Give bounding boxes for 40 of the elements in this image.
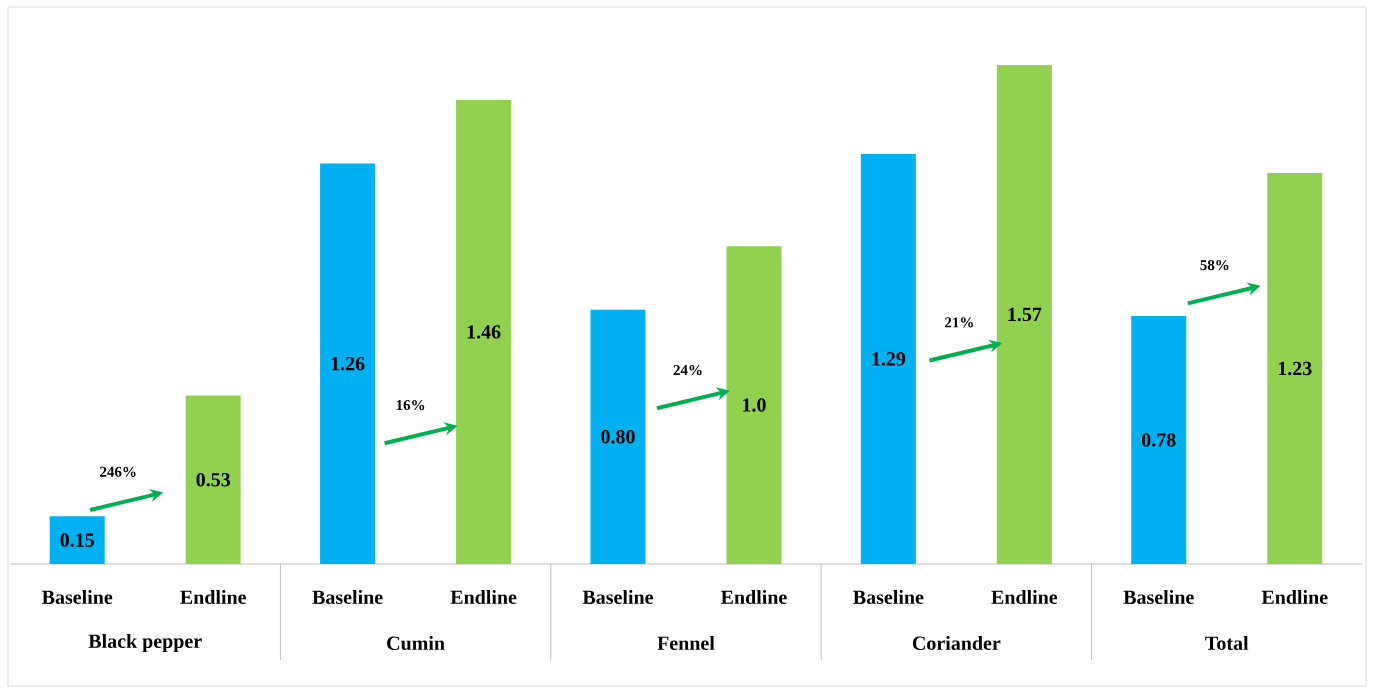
series-label: Baseline: [582, 589, 654, 605]
data-label: 0.80: [601, 430, 635, 444]
bar: [1267, 173, 1323, 564]
data-label: 1.29: [872, 352, 906, 366]
text: Baseline: [41, 589, 113, 605]
annotation: 21%: [945, 317, 973, 328]
bar: [590, 309, 646, 564]
data-label: 0.53: [196, 472, 231, 487]
annotation: 24%: [673, 365, 702, 376]
text: Baseline: [1123, 589, 1194, 605]
bar: [456, 99, 512, 564]
x-tick-label: Fennel: [657, 635, 715, 651]
text: Endline: [720, 589, 787, 605]
annotation: 246%: [100, 466, 136, 477]
bar: [320, 163, 376, 564]
data-label: 1.26: [331, 356, 365, 371]
x-tick-label: Total: [1205, 635, 1249, 651]
data-label: 1.57: [1008, 307, 1042, 322]
x-tick-label: Coriander: [912, 635, 1001, 651]
data-label: 1.46: [467, 325, 501, 339]
annotation: 16%: [396, 399, 425, 411]
x-tick-label: Black pepper: [88, 633, 202, 653]
text: Endline: [1261, 589, 1328, 605]
x-tick-label: Cumin: [387, 635, 445, 651]
bar: [726, 246, 782, 564]
data-label: 0.78: [1142, 433, 1176, 447]
data-label: 1.23: [1278, 361, 1312, 376]
bar: [185, 395, 241, 564]
bar: [49, 516, 105, 564]
data-label: 0.15: [60, 533, 94, 547]
bar: [996, 64, 1052, 564]
text: Baseline: [312, 589, 383, 605]
data-label: 1.0: [743, 398, 766, 412]
bar: [1131, 316, 1187, 564]
text: Baseline: [853, 589, 924, 605]
text: Endline: [450, 589, 517, 605]
series-label: Endline: [180, 589, 247, 605]
annotation: 58%: [1200, 260, 1229, 271]
text: Endline: [991, 589, 1058, 605]
bar: [860, 153, 916, 564]
